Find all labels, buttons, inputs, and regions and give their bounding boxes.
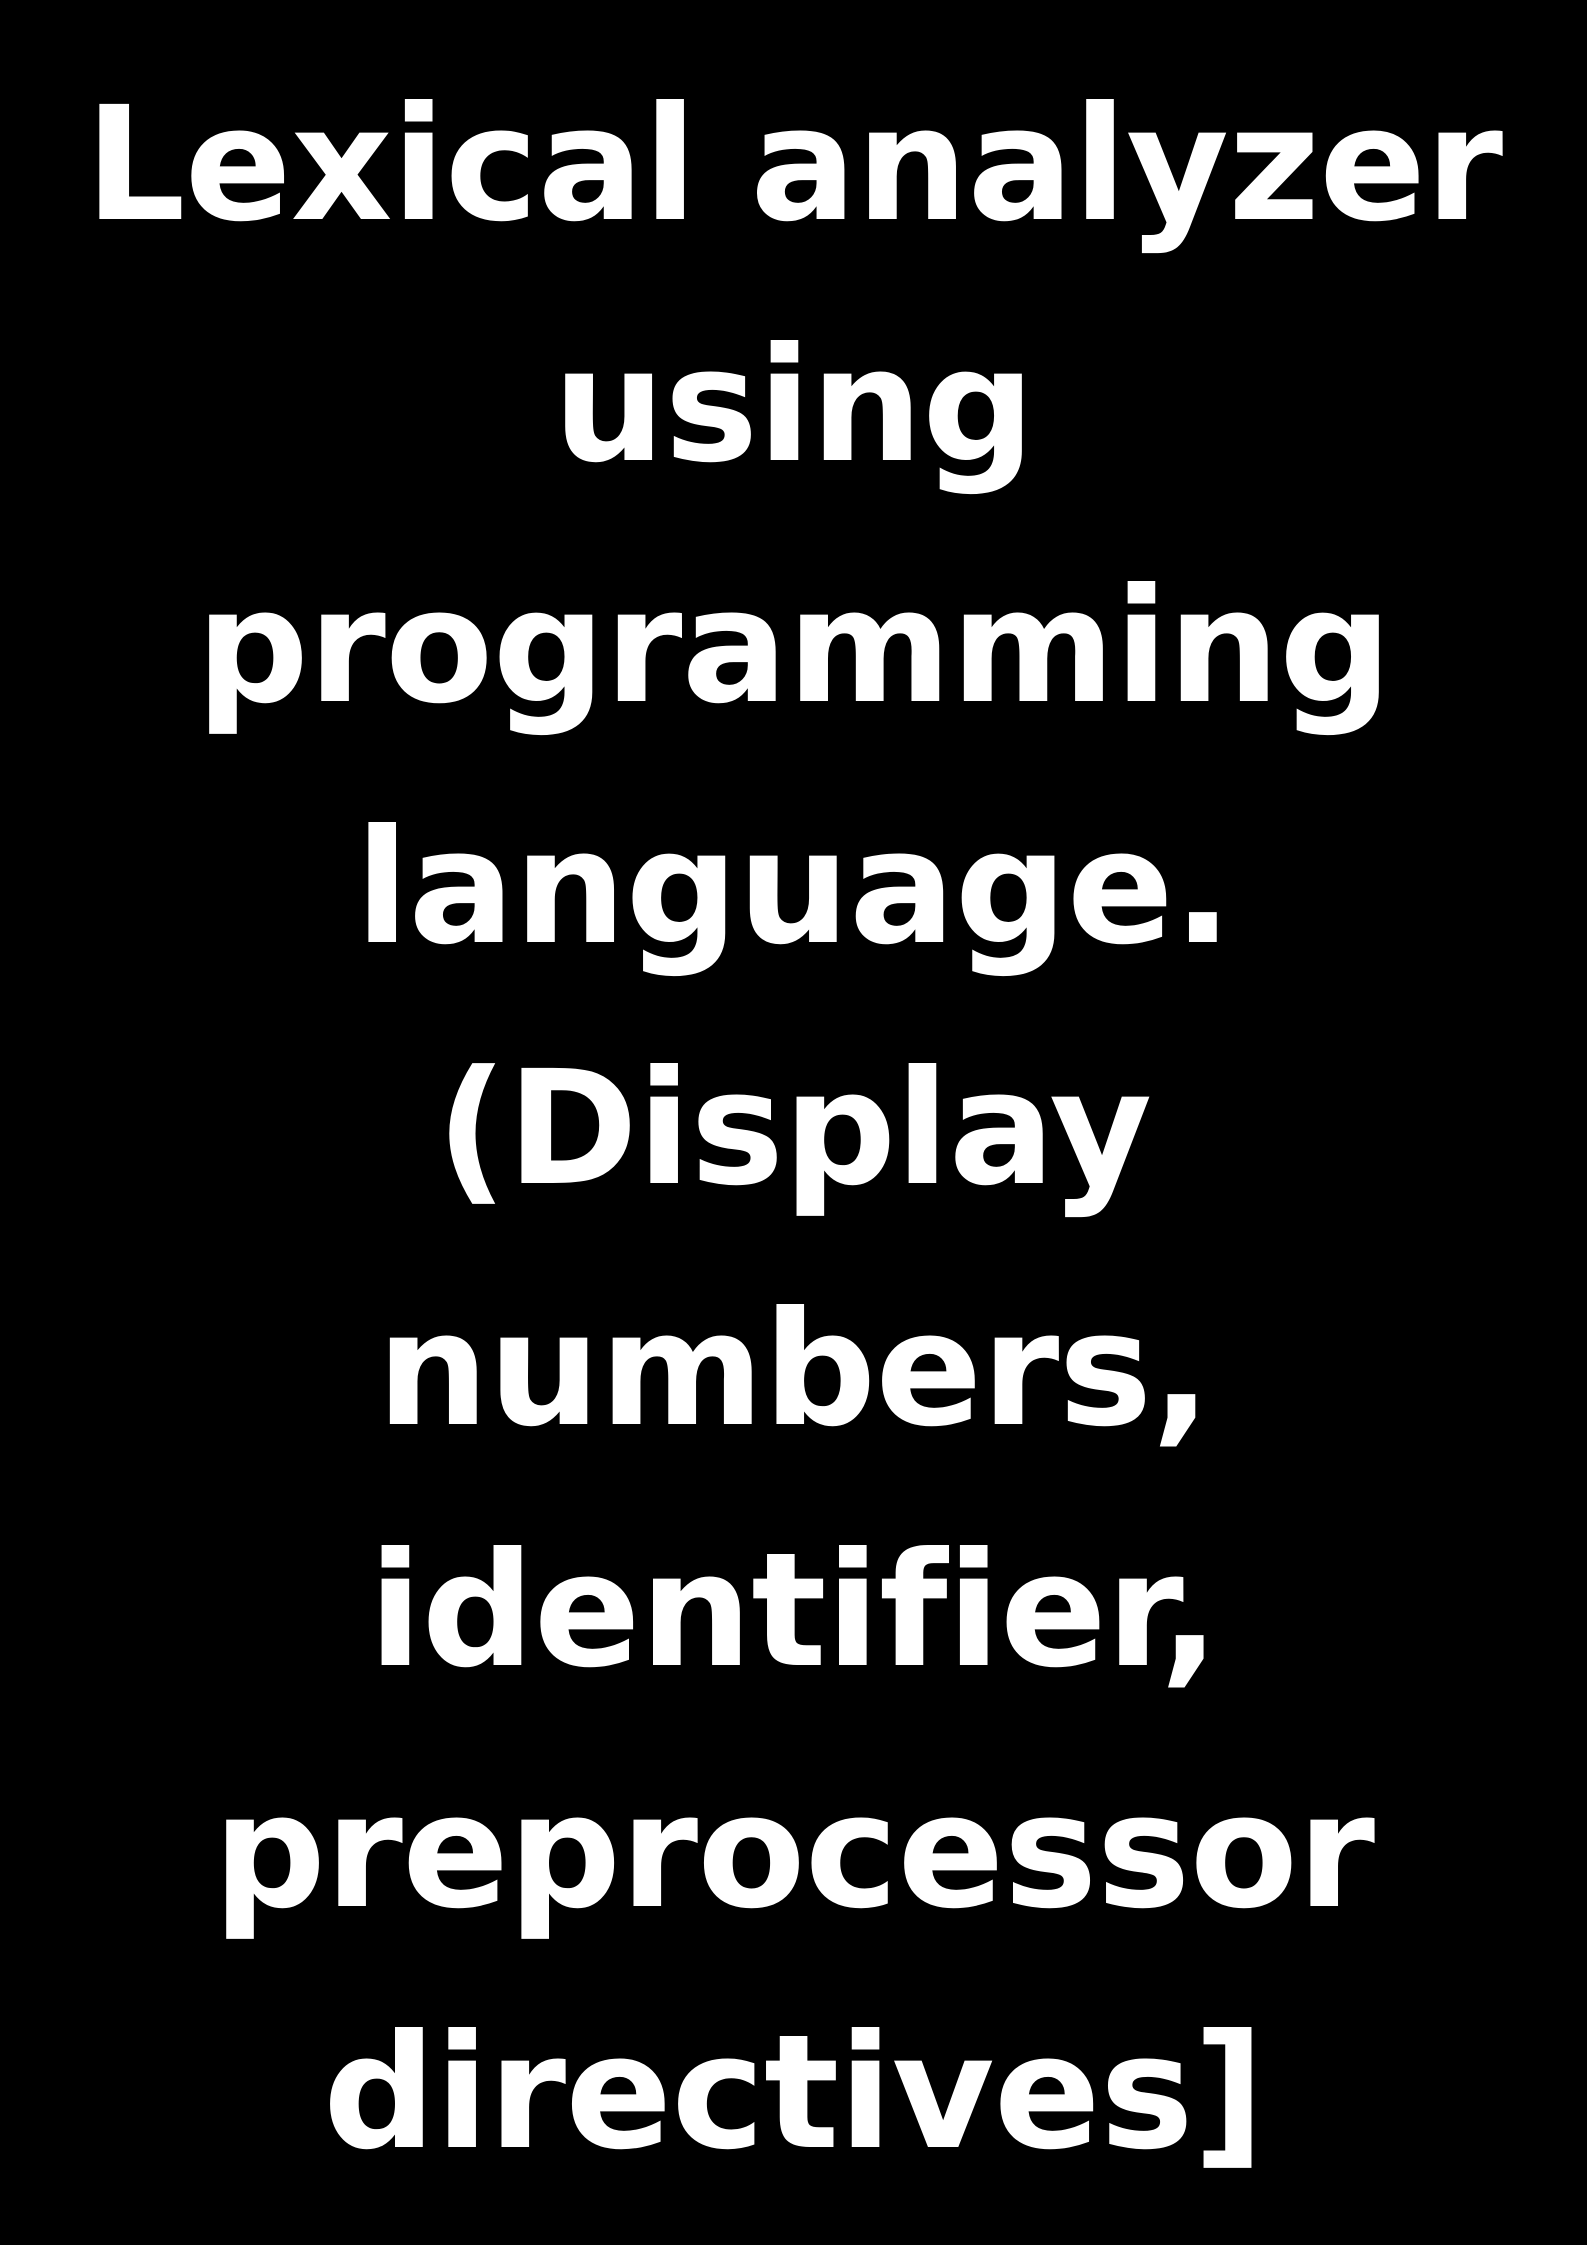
title-line-7: identifier, bbox=[368, 1519, 1219, 1703]
title-line-3: programming bbox=[195, 555, 1392, 739]
title-line-9: directives] bbox=[322, 2001, 1265, 2185]
title-text-block: Lexical analyzer using programming langu… bbox=[0, 45, 1587, 2214]
title-line-6: numbers, bbox=[376, 1278, 1212, 1462]
title-line-5: (Display bbox=[435, 1037, 1153, 1221]
title-line-1: Lexical analyzer bbox=[84, 73, 1503, 257]
title-line-2: using bbox=[552, 314, 1035, 498]
title-line-8: preprocessor bbox=[212, 1760, 1375, 1944]
title-line-4: language. bbox=[355, 796, 1233, 980]
